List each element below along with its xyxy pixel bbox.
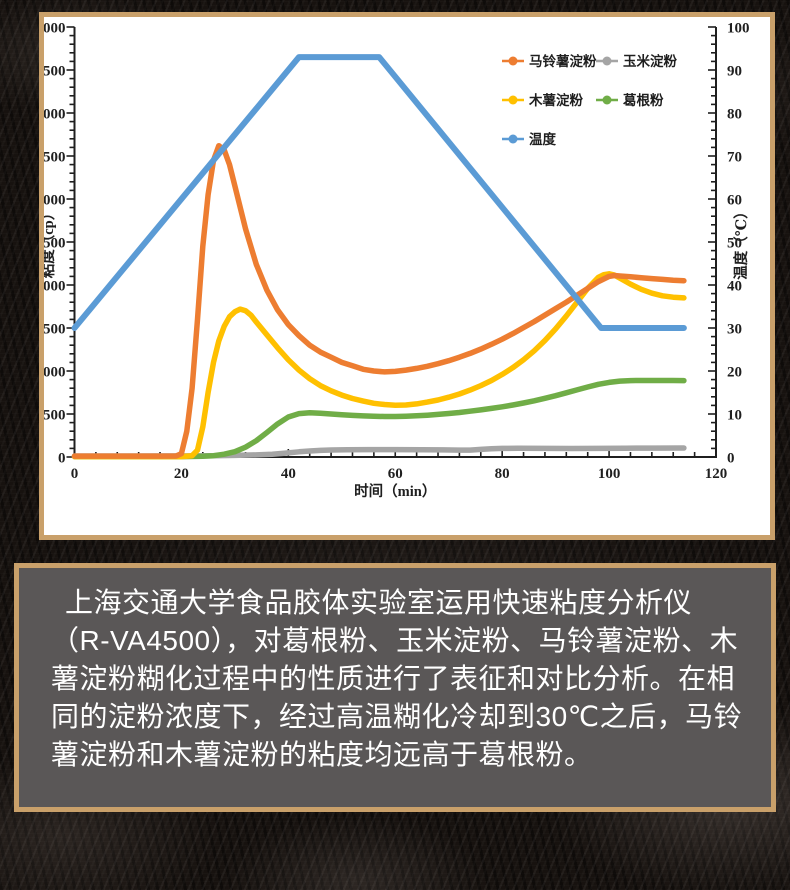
legend-item-temperature: 温度 [502, 131, 557, 147]
x-tick-label: 120 [705, 466, 728, 482]
y-left-tick-label: 3500 [44, 150, 66, 166]
y-right-tick-label: 60 [727, 193, 742, 209]
y-right-axis-title: 温度（℃） [732, 204, 750, 279]
axis-titles: 粘度（cp） 温度（℃） 时间（min） [39, 204, 750, 500]
y-right-tick-label: 10 [727, 408, 742, 424]
x-tick-label: 40 [281, 466, 296, 482]
legend-marker-icon [508, 95, 518, 105]
y-right-tick-label: 80 [727, 107, 742, 123]
caption-text: 上海交通大学食品胶体实验室运用快速粘度分析仪（R-VA4500），对葛根粉、玉米… [51, 587, 743, 770]
y-left-tick-label: 1500 [44, 322, 66, 338]
legend-item-kudzu-powder: 葛根粉 [596, 92, 664, 108]
legend-label: 葛根粉 [622, 92, 664, 108]
legend-label: 木薯淀粉 [528, 92, 583, 108]
y-left-tick-label: 500 [44, 408, 66, 424]
x-tick-label: 0 [71, 466, 79, 482]
y-right-tick-label: 50 [727, 236, 742, 252]
x-tick-label: 100 [598, 466, 621, 482]
tick-labels: 0500100015002000250030003500400045005000… [36, 21, 750, 483]
legend-marker-icon [508, 56, 518, 66]
x-tick-label: 80 [495, 466, 510, 482]
legend-label: 温度 [529, 131, 557, 147]
series-lines [71, 54, 687, 460]
chart-card: 0500100015002000250030003500400045005000… [36, 12, 775, 540]
legend-item-tapioca-starch: 木薯淀粉 [502, 92, 583, 108]
y-right-tick-label: 90 [727, 64, 742, 80]
y-right-tick-label: 30 [727, 322, 742, 338]
legend-marker-icon [602, 95, 612, 105]
x-tick-label: 20 [174, 466, 189, 482]
legend-marker-icon [602, 56, 612, 66]
legend-marker-icon [508, 134, 518, 144]
y-left-tick-label: 0 [58, 451, 66, 467]
y-right-tick-label: 40 [727, 279, 742, 295]
series-line-potato-starch [71, 142, 687, 459]
x-axis-title: 时间（min） [354, 482, 436, 500]
viscosity-chart: 0500100015002000250030003500400045005000… [36, 21, 751, 501]
legend-item-potato-starch: 马铃薯淀粉 [502, 53, 597, 69]
legend-item-corn-starch: 玉米淀粉 [596, 53, 677, 69]
series-line-tapioca-starch [71, 271, 687, 460]
axes [73, 27, 717, 458]
series-line-kudzu-powder [71, 377, 687, 460]
y-right-tick-label: 0 [727, 451, 735, 467]
y-left-axis-title: 粘度（cp） [44, 206, 57, 279]
y-left-tick-label: 4000 [44, 107, 66, 123]
y-right-tick-label: 70 [727, 150, 742, 166]
tick-marks [66, 26, 717, 458]
series-line-temperature [71, 54, 687, 331]
y-right-tick-label: 100 [727, 21, 750, 37]
x-tick-label: 60 [388, 466, 403, 482]
legend-label: 马铃薯淀粉 [529, 53, 597, 69]
y-left-tick-label: 2000 [44, 279, 66, 295]
legend-label: 玉米淀粉 [623, 53, 677, 69]
series-line-corn-starch [71, 445, 687, 459]
y-left-tick-label: 4500 [44, 64, 66, 80]
caption-card: 上海交通大学食品胶体实验室运用快速粘度分析仪（R-VA4500），对葛根粉、玉米… [14, 563, 776, 812]
y-right-tick-label: 20 [727, 365, 742, 381]
